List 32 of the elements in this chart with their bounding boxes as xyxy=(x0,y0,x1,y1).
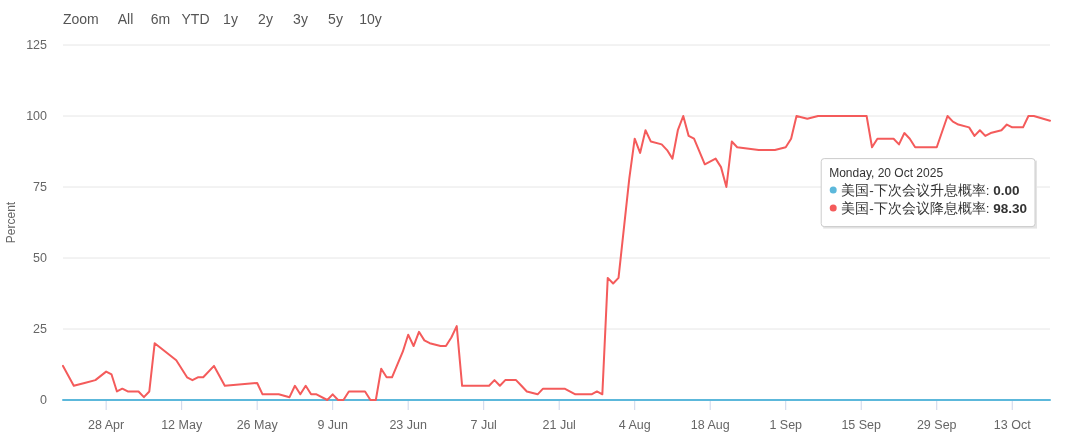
x-tick-label: 21 Jul xyxy=(542,418,576,432)
x-tick-label: 18 Aug xyxy=(690,418,730,432)
legend-label: 美国-下次会议降息概率: 98.30 xyxy=(841,200,1027,216)
text: 2y xyxy=(258,11,273,27)
text: 1y xyxy=(223,11,238,27)
text: 10y xyxy=(359,11,382,27)
text: 3y xyxy=(293,11,308,27)
x-tick-label: 13 Oct xyxy=(993,418,1032,432)
y-axis-title: Percent xyxy=(4,201,18,244)
text: Zoom xyxy=(63,11,99,27)
legend-label: 美国-下次会议升息概率: 0.00 xyxy=(841,182,1020,198)
text: 6m xyxy=(150,11,171,27)
x-tick-label: 15 Sep xyxy=(841,418,882,432)
x-tick-label: 29 Sep xyxy=(916,418,957,432)
x-tick-label: 26 May xyxy=(236,418,279,432)
y-tick-label: 50 xyxy=(33,251,48,265)
y-tick-label: 0 xyxy=(40,393,48,407)
y-tick-label: 100 xyxy=(26,109,48,123)
x-tick-label: 12 May xyxy=(161,418,203,432)
x-tick-label: 28 Apr xyxy=(88,418,125,432)
text: YTD xyxy=(181,11,210,27)
x-tick-label: 4 Aug xyxy=(618,418,651,432)
x-tick-label: 23 Jun xyxy=(389,418,427,432)
x-tick-label: 1 Sep xyxy=(769,418,803,432)
x-tick-label: 9 Jun xyxy=(317,418,348,432)
y-tick-label: 25 xyxy=(33,322,48,336)
legend-title: Monday, 20 Oct 2025 xyxy=(829,165,944,180)
x-tick-label: 7 Jul xyxy=(470,418,497,432)
y-tick-label: 75 xyxy=(33,180,48,194)
text: 5y xyxy=(328,11,343,27)
y-tick-label: 125 xyxy=(26,38,48,52)
text: All xyxy=(117,11,134,27)
